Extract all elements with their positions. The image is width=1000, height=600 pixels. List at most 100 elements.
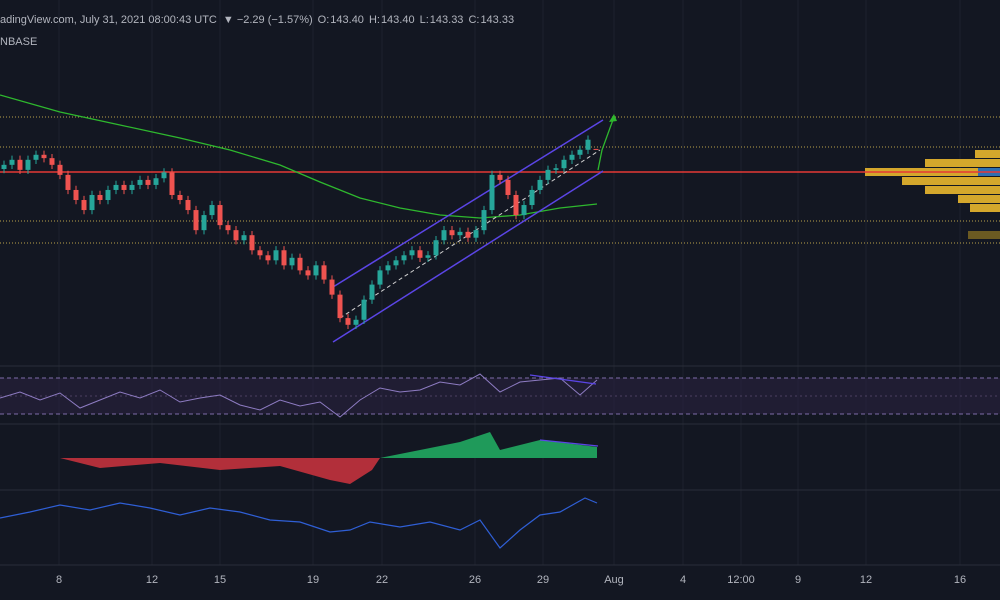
candle-body (65, 174, 71, 190)
candle-body (393, 260, 399, 266)
candle-body (25, 159, 31, 170)
candle-body (297, 257, 303, 271)
candle-body (41, 154, 47, 159)
candle-body (105, 189, 111, 201)
candle-body (441, 230, 447, 241)
candle-body (569, 154, 575, 160)
candle-body (193, 210, 199, 231)
candle-body (425, 255, 431, 258)
ohlc-value: 143.40 (330, 14, 364, 26)
candle-body (49, 158, 55, 165)
candle-body (89, 194, 95, 211)
x-tick-label: 12 (860, 574, 872, 586)
x-tick-label: Aug (604, 574, 624, 586)
candle-body (129, 184, 135, 190)
x-tick-label: 12:00 (727, 574, 755, 586)
candle-body (137, 179, 143, 185)
candle-body (233, 230, 239, 241)
candle-body (481, 210, 487, 231)
candle-body (321, 265, 327, 280)
x-tick-label: 29 (537, 574, 549, 586)
candle-body (257, 250, 263, 256)
candle-body (33, 154, 39, 160)
candles (1, 135, 599, 329)
ohlc-value: 143.33 (430, 14, 464, 26)
candle-body (337, 294, 343, 319)
symbol: NBASE (0, 36, 37, 48)
pane-separators (0, 365, 1000, 566)
candle-body (545, 169, 551, 180)
candle-body (97, 194, 103, 201)
price-change: ▼ −2.29 (−1.57%) (223, 14, 313, 26)
candle-body (377, 270, 383, 285)
candle-body (305, 270, 311, 276)
candle-body (185, 200, 191, 211)
candle-body (489, 174, 495, 211)
candle-body (313, 265, 319, 276)
x-tick-label: 22 (376, 574, 388, 586)
header-quote: ▼ −2.29 (−1.57%) O: 143.40 H: 143.40 L: 143.33… (223, 14, 514, 26)
ohlc-value: 143.40 (381, 14, 415, 26)
macd-pane (0, 432, 599, 484)
candle-body (17, 159, 23, 170)
candle-body (121, 184, 127, 190)
candle-body (113, 184, 119, 190)
x-tick-label: 15 (214, 574, 226, 586)
candle-body (457, 231, 463, 236)
candle-body (553, 168, 559, 170)
ohlc-label: C: (468, 14, 479, 26)
x-axis: 8 12 15 19 22 26 29 Aug 4 12:00 9 12 16 (56, 574, 966, 586)
candle-body (273, 250, 279, 261)
candle-body (577, 149, 583, 155)
candle-body (449, 230, 455, 236)
header-source: adingView.com, July 31, 2021 08:00:43 UT… (0, 14, 217, 26)
candle-body (265, 255, 271, 261)
candle-body (249, 235, 255, 251)
candle-body (209, 205, 215, 216)
candle-body (217, 205, 223, 226)
candle-body (473, 230, 479, 238)
candle-body (593, 148, 599, 150)
candle-body (1, 164, 7, 170)
rsi-pane (0, 373, 1000, 418)
candle-body (169, 172, 175, 195)
candle-body (73, 189, 79, 201)
candle-body (505, 179, 511, 195)
candle-body (329, 279, 335, 295)
candle-body (289, 257, 295, 266)
ohlc-label: H: (369, 14, 380, 26)
x-tick-label: 4 (680, 574, 686, 586)
candle-body (417, 250, 423, 258)
candle-body (497, 174, 503, 180)
candle-body (537, 179, 543, 190)
grid (58, 0, 961, 565)
candle-body (521, 205, 527, 216)
candle-body (585, 139, 591, 150)
x-tick-label: 9 (795, 574, 801, 586)
x-tick-label: 12 (146, 574, 158, 586)
candle-body (225, 225, 231, 231)
ohlc-label: O: (318, 14, 330, 26)
ohlc-label: L: (420, 14, 429, 26)
candle-body (361, 299, 367, 320)
candle-body (385, 265, 391, 271)
x-tick-label: 8 (56, 574, 62, 586)
candle-body (353, 319, 359, 325)
candle-body (529, 189, 535, 206)
volume-profile (865, 150, 1000, 239)
moving-average (0, 94, 598, 219)
arrow-head (609, 114, 617, 122)
candle-body (513, 194, 519, 216)
candle-body (153, 178, 159, 185)
projection-arrow (597, 116, 615, 171)
candle-body (177, 194, 183, 201)
candle-body (401, 255, 407, 261)
candle-body (345, 318, 351, 325)
candle-body (281, 250, 287, 266)
candle-body (433, 240, 439, 256)
x-tick-label: 16 (954, 574, 966, 586)
x-tick-label: 26 (469, 574, 481, 586)
candle-body (201, 215, 207, 231)
